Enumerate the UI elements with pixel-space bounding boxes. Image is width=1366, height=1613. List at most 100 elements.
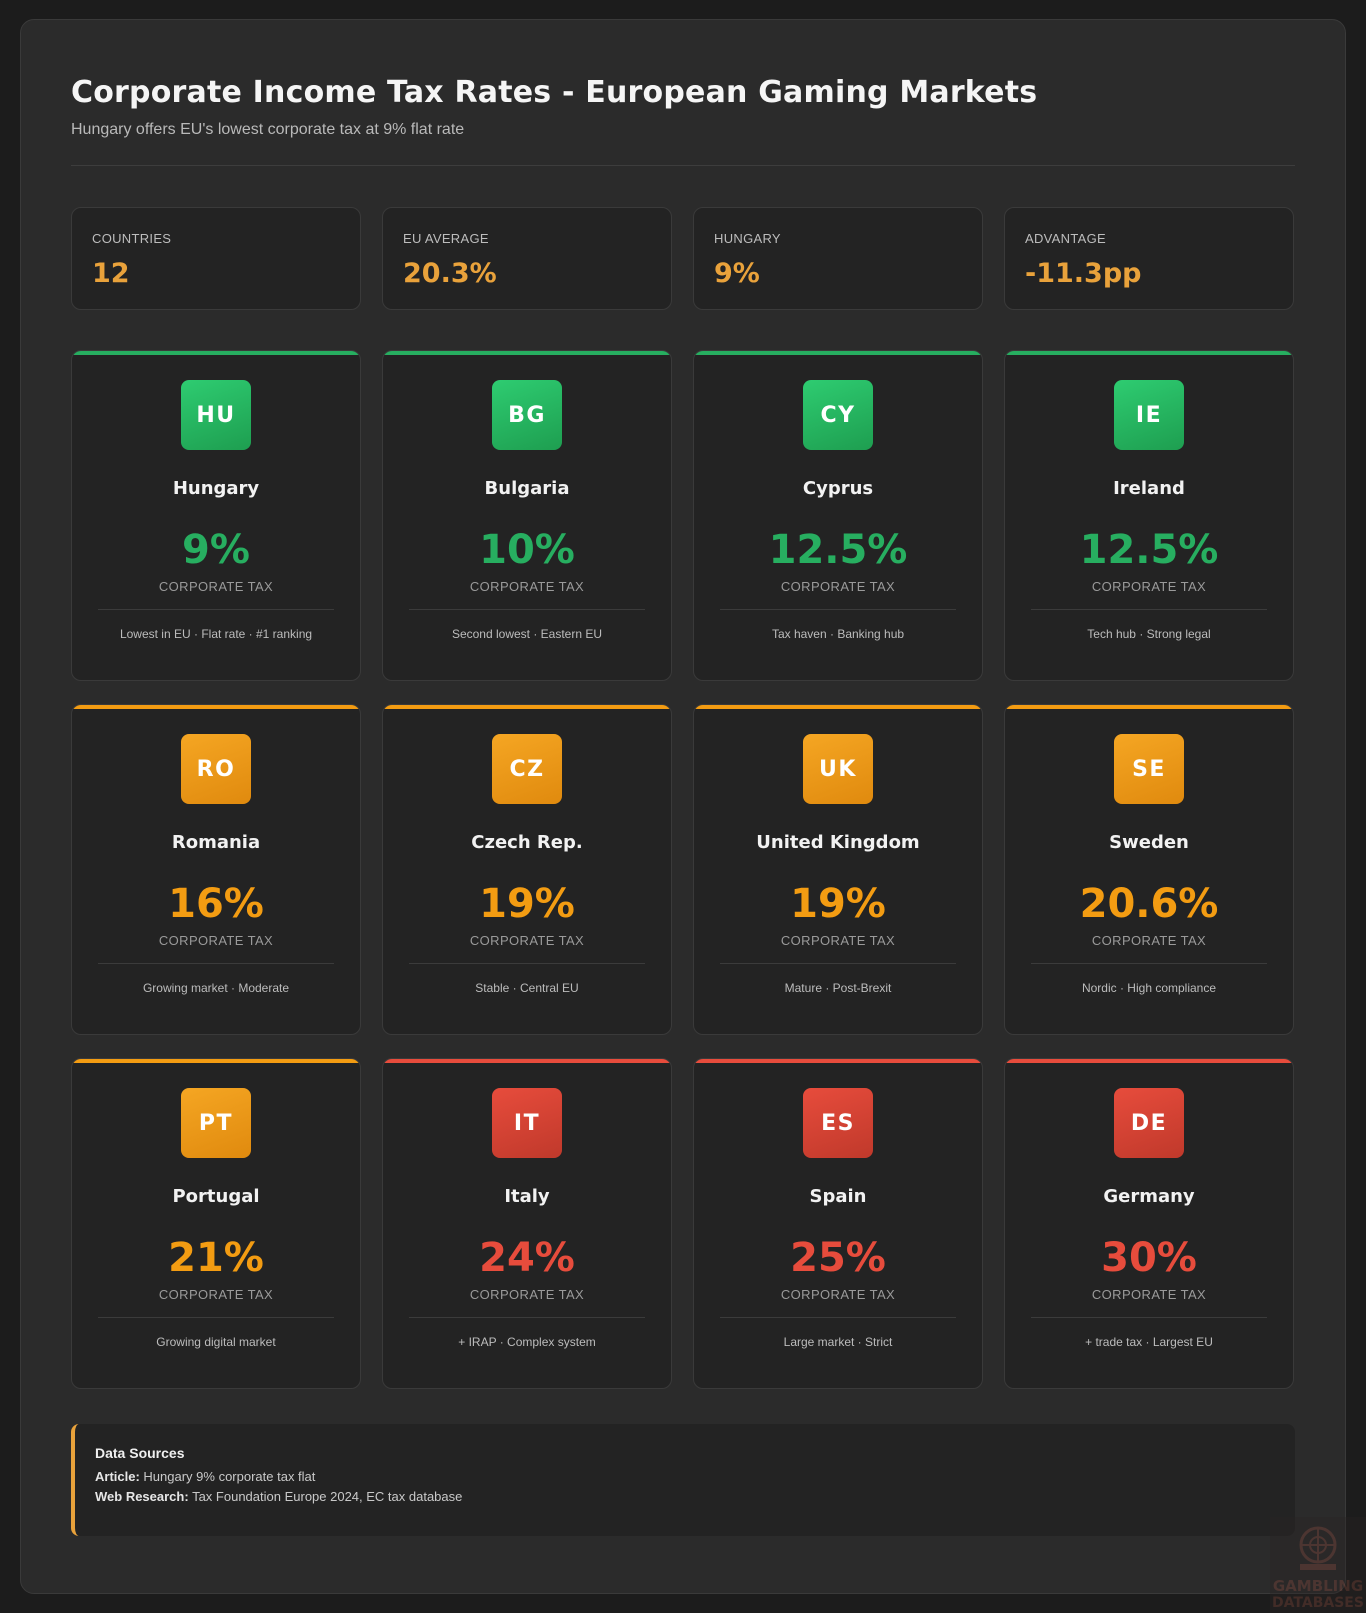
country-code-badge: DE bbox=[1114, 1088, 1184, 1158]
card-divider bbox=[98, 963, 334, 964]
country-name: Cyprus bbox=[802, 478, 874, 499]
tax-rate-value: 25% bbox=[790, 1235, 886, 1281]
watermark-line-2: DATABASES bbox=[1272, 1595, 1364, 1611]
country-code-badge: CZ bbox=[492, 734, 562, 804]
country-card-uk: UK United Kingdom 19% CORPORATE TAX Mature ·… bbox=[693, 704, 983, 1035]
tax-rate-label: CORPORATE TAX bbox=[158, 1287, 274, 1302]
tax-rate-value: 20.6% bbox=[1079, 881, 1219, 927]
tax-rate-label: CORPORATE TAX bbox=[469, 1287, 585, 1302]
tax-rate-label: CORPORATE TAX bbox=[158, 933, 274, 948]
country-code-badge: CY bbox=[803, 380, 873, 450]
page-title: Corporate Income Tax Rates - European Ga… bbox=[71, 75, 1038, 110]
country-name: Czech Rep. bbox=[471, 832, 583, 853]
card-accent-bar bbox=[72, 351, 360, 355]
card-accent-bar bbox=[694, 705, 982, 709]
card-accent-bar bbox=[72, 705, 360, 709]
country-grid: HU Hungary 9% CORPORATE TAX Lowest in EU · F… bbox=[71, 350, 1295, 1389]
country-code-badge: UK bbox=[803, 734, 873, 804]
country-card-cy: CY Cyprus 12.5% CORPORATE TAX Tax haven · Ba… bbox=[693, 350, 983, 681]
tax-rate-value: 12.5% bbox=[1079, 527, 1219, 573]
tax-rate-label: CORPORATE TAX bbox=[780, 933, 896, 948]
stat-card-hungary: HUNGARY 9% bbox=[693, 207, 983, 310]
stat-value: 9% bbox=[714, 258, 760, 289]
header-divider bbox=[71, 165, 1295, 166]
card-accent-bar bbox=[383, 705, 671, 709]
sources-research-line: Web Research: Tax Foundation Europe 2024… bbox=[95, 1489, 1275, 1504]
country-note: + IRAP · Complex system bbox=[458, 1335, 596, 1349]
tax-rate-label: CORPORATE TAX bbox=[469, 933, 585, 948]
card-divider bbox=[1031, 609, 1267, 610]
sources-article-text: Hungary 9% corporate tax flat bbox=[143, 1469, 316, 1484]
card-accent-bar bbox=[1005, 351, 1293, 355]
country-note: Nordic · High compliance bbox=[1081, 981, 1217, 995]
country-note: Large market · Strict bbox=[783, 1335, 893, 1349]
card-divider bbox=[720, 963, 956, 964]
sources-article-label: Article: bbox=[95, 1469, 140, 1484]
country-name: Germany bbox=[1103, 1186, 1195, 1207]
tax-rate-value: 30% bbox=[1101, 1235, 1197, 1281]
country-card-hu: HU Hungary 9% CORPORATE TAX Lowest in EU · F… bbox=[71, 350, 361, 681]
tax-rate-value: 12.5% bbox=[768, 527, 908, 573]
card-accent-bar bbox=[383, 351, 671, 355]
card-accent-bar bbox=[694, 1059, 982, 1063]
country-note: Growing digital market bbox=[156, 1335, 276, 1349]
country-card-bg: BG Bulgaria 10% CORPORATE TAX Second lowest … bbox=[382, 350, 672, 681]
country-card-pt: PT Portugal 21% CORPORATE TAX Growing digita… bbox=[71, 1058, 361, 1389]
page-subtitle: Hungary offers EU's lowest corporate tax… bbox=[71, 121, 465, 138]
card-accent-bar bbox=[72, 1059, 360, 1063]
card-divider bbox=[720, 1317, 956, 1318]
tax-rate-value: 21% bbox=[168, 1235, 264, 1281]
country-card-es: ES Spain 25% CORPORATE TAX Large market · St… bbox=[693, 1058, 983, 1389]
country-card-se: SE Sweden 20.6% CORPORATE TAX Nordic · High … bbox=[1004, 704, 1294, 1035]
tax-rate-value: 9% bbox=[182, 527, 250, 573]
country-note: Mature · Post-Brexit bbox=[784, 981, 892, 995]
main-panel: Corporate Income Tax Rates - European Ga… bbox=[20, 19, 1346, 1594]
country-code-badge: PT bbox=[181, 1088, 251, 1158]
country-card-ie: IE Ireland 12.5% CORPORATE TAX Tech hub · St… bbox=[1004, 350, 1294, 681]
country-code-badge: IT bbox=[492, 1088, 562, 1158]
sources-article-line: Article: Hungary 9% corporate tax flat bbox=[95, 1469, 1275, 1484]
country-name: Portugal bbox=[172, 1186, 260, 1207]
stat-label: HUNGARY bbox=[714, 231, 781, 246]
country-name: Hungary bbox=[172, 478, 260, 499]
tax-rate-value: 19% bbox=[479, 881, 575, 927]
stats-row: COUNTRIES 12 EU AVERAGE 20.3% HUNGARY 9%… bbox=[71, 207, 1295, 310]
country-code-badge: ES bbox=[803, 1088, 873, 1158]
stat-label: COUNTRIES bbox=[92, 231, 172, 246]
country-name: Ireland bbox=[1113, 478, 1185, 499]
country-name: United Kingdom bbox=[756, 832, 920, 853]
tax-rate-label: CORPORATE TAX bbox=[780, 1287, 896, 1302]
country-code-badge: RO bbox=[181, 734, 251, 804]
stat-card-countries: COUNTRIES 12 bbox=[71, 207, 361, 310]
country-note: Stable · Central EU bbox=[475, 981, 579, 995]
card-divider bbox=[409, 1317, 645, 1318]
card-divider bbox=[720, 609, 956, 610]
card-divider bbox=[409, 609, 645, 610]
tax-rate-label: CORPORATE TAX bbox=[780, 579, 896, 594]
watermark-line-1: GAMBLING bbox=[1273, 1577, 1363, 1595]
country-card-de: DE Germany 30% CORPORATE TAX + trade tax · L… bbox=[1004, 1058, 1294, 1389]
country-note: Second lowest · Eastern EU bbox=[451, 627, 603, 641]
stat-value: 20.3% bbox=[403, 258, 497, 289]
stat-label: EU AVERAGE bbox=[403, 231, 489, 246]
country-note: Lowest in EU · Flat rate · #1 ranking bbox=[119, 627, 313, 641]
country-note: Growing market · Moderate bbox=[142, 981, 290, 995]
country-card-cz: CZ Czech Rep. 19% CORPORATE TAX Stable · Cen… bbox=[382, 704, 672, 1035]
country-name: Bulgaria bbox=[484, 478, 570, 499]
card-accent-bar bbox=[1005, 705, 1293, 709]
card-divider bbox=[98, 609, 334, 610]
tax-rate-value: 24% bbox=[479, 1235, 575, 1281]
data-sources-box: Data Sources Article: Hungary 9% corpora… bbox=[71, 1424, 1295, 1536]
sources-research-text: Tax Foundation Europe 2024, EC tax datab… bbox=[192, 1489, 463, 1504]
country-name: Sweden bbox=[1109, 832, 1189, 853]
roulette-icon: GAMBLING DATABASES bbox=[1270, 1517, 1366, 1613]
tax-rate-label: CORPORATE TAX bbox=[1091, 933, 1207, 948]
country-code-badge: IE bbox=[1114, 380, 1184, 450]
watermark-logo: GAMBLING DATABASES bbox=[1270, 1517, 1366, 1613]
country-card-it: IT Italy 24% CORPORATE TAX + IRAP · Complex … bbox=[382, 1058, 672, 1389]
tax-rate-label: CORPORATE TAX bbox=[1091, 579, 1207, 594]
stat-value: -11.3pp bbox=[1025, 258, 1142, 289]
country-name: Romania bbox=[171, 832, 261, 853]
stat-value: 12 bbox=[92, 258, 130, 289]
tax-rate-label: CORPORATE TAX bbox=[469, 579, 585, 594]
